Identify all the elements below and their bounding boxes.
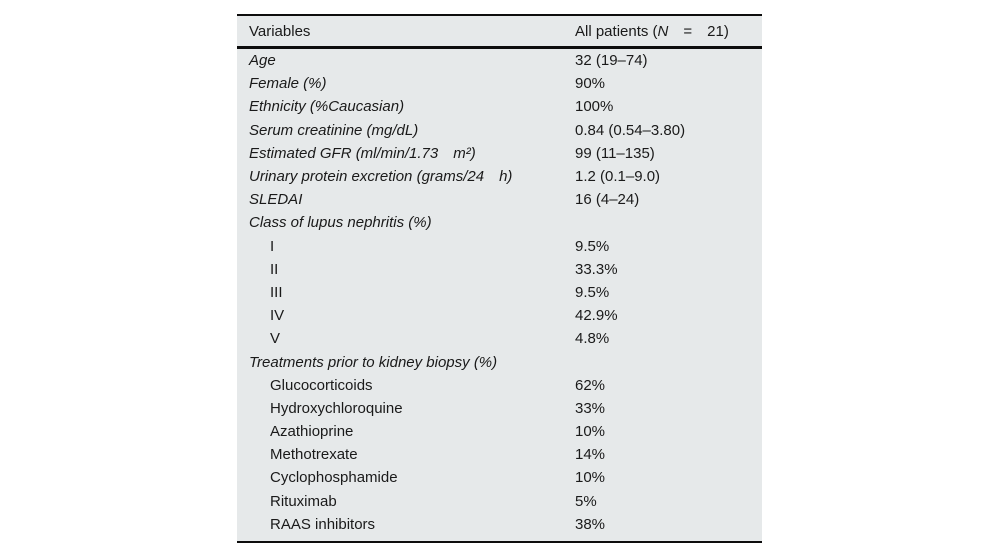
row-value: 4.8% — [575, 330, 610, 348]
row-label: SLEDAI — [249, 191, 303, 209]
table-row-ethnicity: Ethnicity (%Caucasian) 100% — [237, 95, 762, 118]
row-value: 9.5% — [575, 237, 610, 255]
row-value: 32 (19–74) — [575, 52, 648, 70]
patient-characteristics-table: Variables All patients (N = 21) Age 32 (… — [237, 14, 762, 543]
row-label: Female (%) — [249, 75, 327, 93]
table-row-estimated-gfr: Estimated GFR (ml/min/1.73 m²) 99 (11–13… — [237, 142, 762, 165]
row-label: I — [270, 237, 275, 255]
table-row-azathioprine: Azathioprine 10% — [237, 420, 762, 443]
table-row-class-iv: IV 42.9% — [237, 304, 762, 327]
table-row-hydroxychloroquine: Hydroxychloroquine 33% — [237, 397, 762, 420]
row-label: Cyclophosphamide — [270, 469, 398, 487]
table-row-glucocorticoids: Glucocorticoids 62% — [237, 374, 762, 397]
row-value: 33.3% — [575, 260, 618, 278]
row-label: Glucocorticoids — [270, 376, 373, 394]
row-label: V — [270, 330, 281, 348]
row-value: 42.9% — [575, 307, 618, 325]
table-row-class-iii: III 9.5% — [237, 281, 762, 304]
row-value: 16 (4–24) — [575, 191, 640, 209]
header-patients-prefix: All patients ( — [575, 22, 658, 40]
table-row-class-i: I 9.5% — [237, 235, 762, 258]
row-label: III — [270, 283, 283, 301]
table-section-lupus-class: Class of lupus nephritis (%) — [237, 211, 762, 234]
row-label: Rituximab — [270, 492, 337, 510]
row-label: Age — [249, 52, 276, 70]
table-row-sledai: SLEDAI 16 (4–24) — [237, 188, 762, 211]
row-value: 33% — [575, 399, 606, 417]
table-row-class-v: V 4.8% — [237, 327, 762, 350]
row-value: 99 (11–135) — [575, 144, 655, 162]
header-variables: Variables — [249, 22, 311, 40]
table-row-methotrexate: Methotrexate 14% — [237, 443, 762, 466]
header-patients-suffix: = 21) — [668, 22, 729, 40]
table-row-female: Female (%) 90% — [237, 72, 762, 95]
header-all-patients: All patients (N = 21) — [575, 23, 762, 40]
row-value: 0.84 (0.54–3.80) — [575, 121, 686, 139]
row-value: 9.5% — [575, 283, 610, 301]
row-value: 10% — [575, 469, 606, 487]
row-label: Estimated GFR (ml/min/1.73 m²) — [249, 144, 476, 162]
row-label: Hydroxychloroquine — [270, 399, 403, 417]
row-label: Ethnicity (%Caucasian) — [249, 98, 405, 116]
row-value: 38% — [575, 515, 606, 533]
row-value: 62% — [575, 376, 606, 394]
row-value: 10% — [575, 423, 606, 441]
row-label: Treatments prior to kidney biopsy (%) — [249, 353, 498, 371]
row-value: 100% — [575, 98, 614, 116]
row-label: Urinary protein excretion (grams/24 h) — [249, 168, 513, 186]
row-label: Serum creatinine (mg/dL) — [249, 121, 419, 139]
table-section-treatments: Treatments prior to kidney biopsy (%) — [237, 350, 762, 373]
row-label: Azathioprine — [270, 423, 354, 441]
row-label: Class of lupus nephritis (%) — [249, 214, 432, 232]
row-value: 14% — [575, 446, 606, 464]
table-row-age: Age 32 (19–74) — [237, 49, 762, 72]
row-label: II — [270, 260, 279, 278]
row-label: Methotrexate — [270, 446, 358, 464]
table-row-serum-creatinine: Serum creatinine (mg/dL) 0.84 (0.54–3.80… — [237, 119, 762, 142]
table-row-class-ii: II 33.3% — [237, 258, 762, 281]
table-row-urinary-protein: Urinary protein excretion (grams/24 h) 1… — [237, 165, 762, 188]
row-value: 5% — [575, 492, 597, 510]
header-patients-n: N — [657, 22, 669, 40]
table-row-rituximab: Rituximab 5% — [237, 490, 762, 513]
table-row-cyclophosphamide: Cyclophosphamide 10% — [237, 466, 762, 489]
row-label: RAAS inhibitors — [270, 515, 376, 533]
row-label: IV — [270, 307, 285, 325]
row-value: 90% — [575, 75, 606, 93]
row-value: 1.2 (0.1–9.0) — [575, 168, 661, 186]
table-header-row: Variables All patients (N = 21) — [237, 16, 762, 49]
table-row-raas-inhibitors: RAAS inhibitors 38% — [237, 513, 762, 536]
